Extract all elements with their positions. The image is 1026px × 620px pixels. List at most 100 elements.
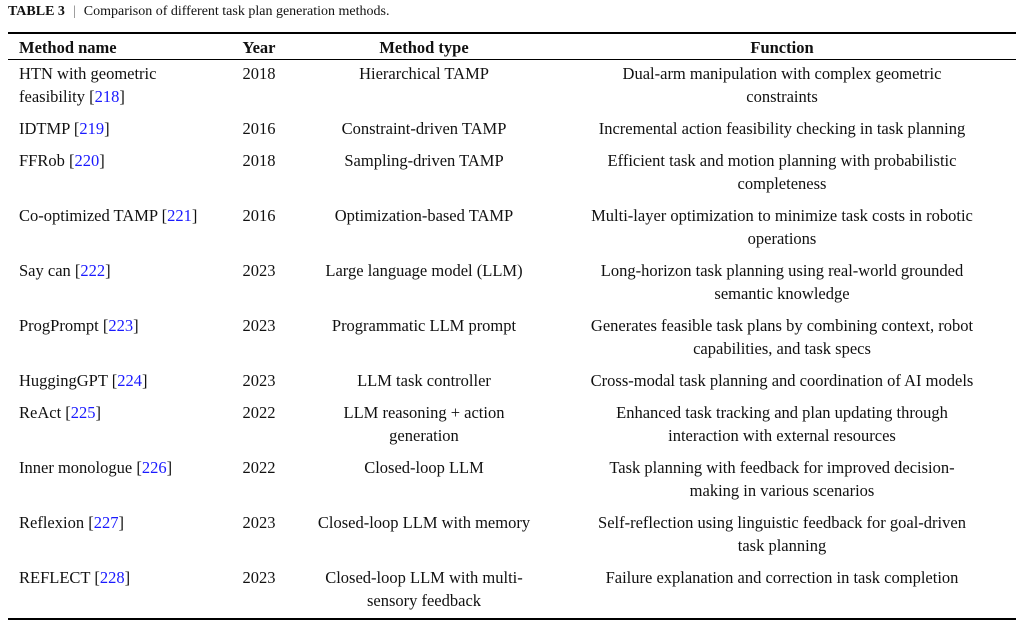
method-type-line: Closed-loop LLM	[364, 458, 484, 477]
method-name-text: ReAct	[19, 403, 62, 422]
function-cell: Cross-modal task planning and coordinati…	[548, 366, 1016, 398]
function-cell: Incremental action feasibility checking …	[548, 114, 1016, 146]
table-row: FFRob [220] 2018 Sampling-driven TAMP Effic…	[8, 146, 1016, 201]
year-cell: 2016	[242, 206, 276, 225]
reference-link[interactable]: 221	[167, 206, 192, 225]
reference-link[interactable]: 227	[93, 513, 119, 532]
method-type-cell: Closed-loop LLM	[300, 453, 548, 508]
method-type-line: Optimization-based TAMP	[334, 206, 514, 225]
method-name-line: FFRob [220]	[19, 151, 105, 170]
function-line: interaction with external resources	[668, 426, 896, 445]
function-line: capabilities, and task specs	[693, 339, 871, 358]
header-method-name: Method name	[19, 38, 117, 57]
reference-link[interactable]: 220	[74, 151, 100, 170]
table-row: HuggingGPT [224] 2023 LLM task controller C…	[8, 366, 1016, 398]
function-line: Generates feasible task plans by combini…	[590, 316, 974, 335]
method-type-line: sensory feedback	[366, 591, 482, 610]
table-row: Reflexion [227] 2023 Closed-loop LLM with …	[8, 508, 1016, 563]
method-name-line: feasibility [218]	[19, 87, 125, 106]
year-cell: 2018	[242, 64, 276, 83]
function-cell: Efficient task and motion planning with …	[548, 146, 1016, 201]
method-name-text: REFLECT	[19, 568, 91, 587]
method-type-cell: Large language model (LLM)	[300, 256, 548, 311]
table-row: HTN with geometric feasibility [218] 2018 H…	[8, 60, 1016, 115]
method-name-text: Say can	[19, 261, 71, 280]
function-line: Dual-arm manipulation with complex geome…	[622, 64, 942, 83]
method-name-cell: Inner monologue [226]	[8, 453, 218, 508]
method-name-line: ReAct [225]	[19, 403, 102, 422]
function-line: operations	[747, 229, 817, 248]
reference-link[interactable]: 228	[99, 568, 125, 587]
function-line: Efficient task and motion planning with …	[607, 151, 957, 170]
method-name-cell: REFLECT [228]	[8, 563, 218, 619]
year-cell: 2023	[242, 316, 276, 335]
method-type-cell: Closed-loop LLM with multi-sensory feedb…	[300, 563, 548, 619]
method-name-line: Inner monologue [226]	[19, 458, 173, 477]
year-cell: 2023	[242, 513, 276, 532]
method-type-line: LLM reasoning + action	[343, 403, 505, 422]
function-line: Cross-modal task planning and coordinati…	[590, 371, 974, 390]
function-line: Task planning with feedback for improved…	[609, 458, 955, 477]
reference-link[interactable]: 219	[79, 119, 105, 138]
table-row: Co-optimized TAMP [221] 2016 Optimization-…	[8, 201, 1016, 256]
method-name-line: HTN with geometric	[19, 62, 218, 85]
function-line: task planning	[737, 536, 827, 555]
reference-link[interactable]: 226	[141, 458, 167, 477]
reference-link[interactable]: 223	[108, 316, 134, 335]
reference-link[interactable]: 222	[80, 261, 106, 280]
function-line: constraints	[746, 87, 818, 106]
function-cell: Dual-arm manipulation with complex geome…	[548, 60, 1016, 115]
function-line: Multi-layer optimization to minimize tas…	[591, 206, 973, 225]
table-row: Inner monologue [226] 2022 Closed-loop LLM…	[8, 453, 1016, 508]
method-type-line: Closed-loop LLM with memory	[317, 513, 531, 532]
header-function: Function	[750, 38, 814, 57]
method-name-text: Co-optimized TAMP	[19, 206, 158, 225]
method-name-text: FFRob	[19, 151, 65, 170]
year-cell: 2022	[242, 458, 276, 477]
method-name-line: Reflexion [227]	[19, 513, 124, 532]
reference-link[interactable]: 218	[94, 87, 120, 106]
method-type-cell: Optimization-based TAMP	[300, 201, 548, 256]
method-name-cell: Say can [222]	[8, 256, 218, 311]
function-line: making in various scenarios	[689, 481, 875, 500]
header-method-type: Method type	[379, 38, 469, 57]
function-line: Long-horizon task planning using real-wo…	[600, 261, 964, 280]
method-type-cell: Sampling-driven TAMP	[300, 146, 548, 201]
function-line: Enhanced task tracking and plan updating…	[616, 403, 948, 422]
caption-text: Comparison of different task plan genera…	[83, 4, 390, 19]
function-line: Incremental action feasibility checking …	[598, 119, 966, 138]
method-type-cell: Constraint-driven TAMP	[300, 114, 548, 146]
reference-link[interactable]: 225	[70, 403, 96, 422]
function-cell: Enhanced task tracking and plan updating…	[548, 398, 1016, 453]
function-line: Self-reflection using linguistic feedbac…	[598, 513, 966, 532]
reference-link[interactable]: 224	[117, 371, 142, 390]
method-name-cell: ReAct [225]	[8, 398, 218, 453]
method-type-line: LLM task controller	[357, 371, 491, 390]
function-line: semantic knowledge	[714, 284, 850, 303]
method-name-line: IDTMP [219]	[19, 119, 110, 138]
method-type-line: Sampling-driven TAMP	[344, 151, 504, 170]
table-label: TABLE 3	[8, 4, 65, 19]
year-cell: 2018	[242, 151, 276, 170]
method-type-cell: LLM reasoning + action generation	[300, 398, 548, 453]
year-cell: 2023	[242, 568, 276, 587]
year-cell: 2023	[242, 371, 276, 390]
method-name-line: HuggingGPT [224]	[19, 371, 148, 390]
function-cell: Self-reflection using linguistic feedbac…	[548, 508, 1016, 563]
table-row: Say can [222] 2023 Large language model (L…	[8, 256, 1016, 311]
function-line: completeness	[737, 174, 827, 193]
table-row: ReAct [225] 2022 LLM reasoning + action gen…	[8, 398, 1016, 453]
function-cell: Generates feasible task plans by combini…	[548, 311, 1016, 366]
method-type-line: generation	[389, 426, 459, 445]
year-cell: 2022	[242, 403, 276, 422]
comparison-table: Method name Year Method type Function HT…	[8, 32, 1016, 620]
method-name-text: HuggingGPT	[19, 371, 108, 390]
method-name-cell: Co-optimized TAMP [221]	[8, 201, 218, 256]
method-name-line: ProgPrompt [223]	[19, 316, 139, 335]
method-type-line: Programmatic LLM prompt	[331, 316, 517, 335]
function-cell: Long-horizon task planning using real-wo…	[548, 256, 1016, 311]
method-name-cell: Reflexion [227]	[8, 508, 218, 563]
table-row: ProgPrompt [223] 2023 Programmatic LLM pro…	[8, 311, 1016, 366]
method-name-text: Inner monologue	[19, 458, 133, 477]
function-cell: Failure explanation and correction in ta…	[548, 563, 1016, 619]
